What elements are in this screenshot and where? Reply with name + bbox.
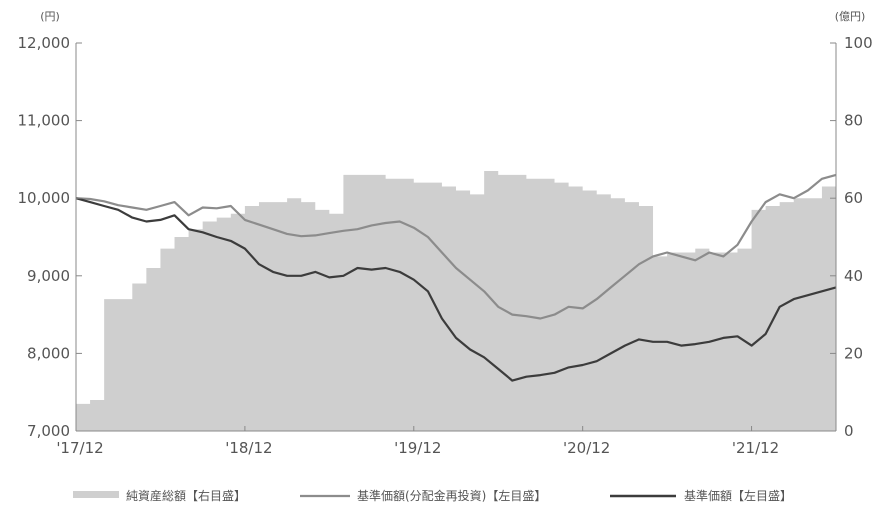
left-tick-label: 11,000 (18, 112, 71, 130)
x-tick-label: '21/12 (732, 439, 779, 457)
right-axis-unit: (億円) (835, 10, 866, 23)
left-tick-label: 8,000 (27, 344, 70, 362)
axis-layer (75, 43, 837, 432)
right-tick-label: 60 (844, 189, 863, 207)
left-tick-label: 12,000 (18, 34, 71, 52)
line-nav-reinvested (75, 173, 837, 320)
right-tick-label: 20 (844, 344, 863, 362)
x-tick-label: '19/12 (394, 439, 441, 457)
right-tick-label: 80 (844, 112, 863, 130)
area-layer (76, 171, 836, 432)
line-nav (75, 197, 837, 382)
left-tick-label: 9,000 (27, 267, 70, 285)
x-tick-label: '17/12 (56, 439, 103, 457)
x-tick-label: '18/12 (225, 439, 272, 457)
tick-layer: 7,000 8,000 9,000 10,000 11,000 12,000 0 20 40 60… (18, 34, 873, 457)
area-net-assets (76, 171, 836, 432)
left-tick-label: 10,000 (18, 189, 71, 207)
left-axis-unit: (円) (40, 10, 60, 23)
right-tick-label: 0 (844, 422, 854, 440)
left-tick-label: 7,000 (27, 422, 70, 440)
legend-label-nav: 基準価額【左目盛】 (684, 488, 792, 503)
legend: 純資産総額【右目盛】 基準価額(分配金再投資)【左目盛】 基準価額【左目盛】 (73, 488, 792, 503)
right-tick-label: 40 (844, 267, 863, 285)
legend-label-reinvested: 基準価額(分配金再投資)【左目盛】 (357, 488, 546, 503)
legend-swatch-area (73, 491, 119, 498)
legend-label-area: 純資産総額【右目盛】 (126, 488, 246, 503)
line-layer (75, 173, 837, 382)
x-tick-label: '20/12 (563, 439, 610, 457)
right-tick-label: 100 (844, 34, 873, 52)
